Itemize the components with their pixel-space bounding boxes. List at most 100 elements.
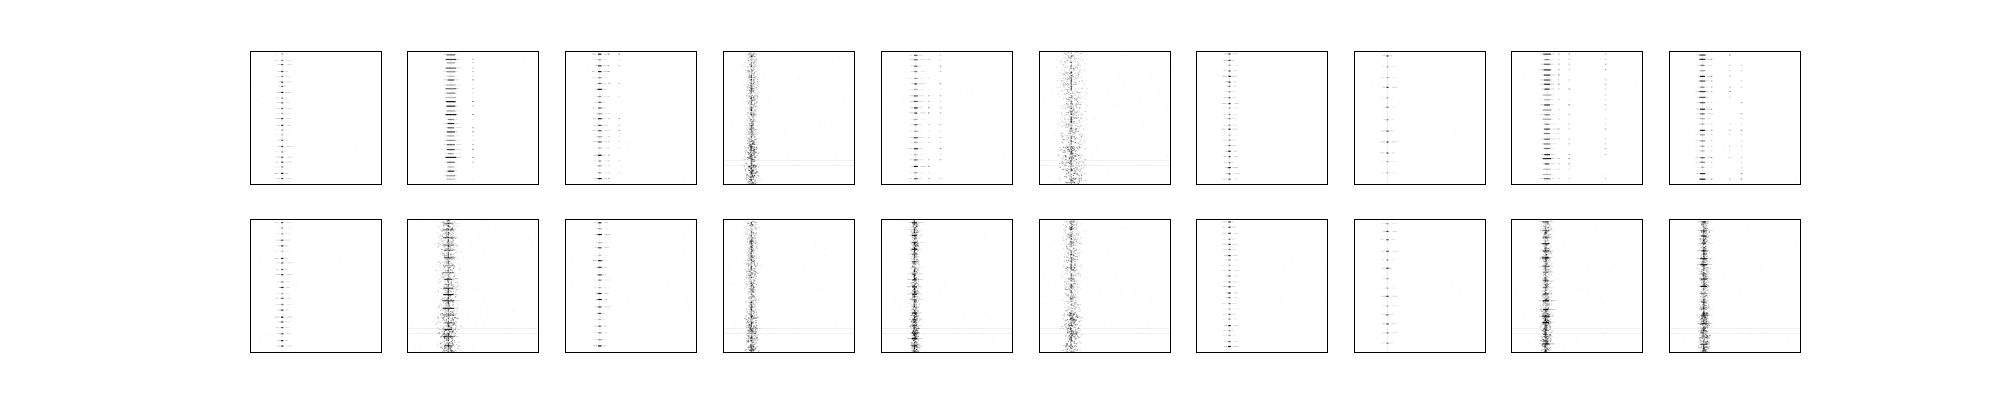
smear-pixel (447, 308, 450, 310)
smear-pixel (745, 179, 747, 181)
smear-pixel (751, 89, 753, 91)
smear-pixel (747, 147, 750, 149)
line-mark (284, 166, 288, 168)
noise-pixel (1235, 146, 1237, 148)
line-mark (446, 54, 456, 56)
smear-pixel (451, 327, 453, 329)
smear-pixel (751, 95, 753, 97)
smear-pixel (751, 146, 754, 148)
smear-pixel (441, 249, 444, 251)
core-pixel (1070, 146, 1072, 148)
line-mark (914, 124, 918, 126)
smear-pixel (1076, 161, 1078, 163)
smear-pixel (1067, 94, 1069, 95)
core-pixel (1070, 72, 1072, 74)
smear-pixel (1074, 122, 1076, 124)
smear-pixel (442, 255, 444, 256)
smear-pixel (749, 180, 751, 182)
noise-pixel (507, 301, 509, 302)
smear-pixel (1069, 150, 1071, 152)
smear-pixel (754, 147, 756, 149)
smear-pixel (448, 260, 451, 262)
smear-pixel (750, 52, 752, 54)
smear-pixel (450, 346, 452, 348)
noise-pixel (410, 250, 412, 252)
smear-pixel (451, 227, 453, 229)
side-mark (618, 118, 621, 120)
smear-pixel (750, 74, 753, 76)
line-mark (1233, 85, 1237, 87)
smear-pixel (1064, 79, 1066, 81)
smear-pixel (750, 140, 753, 142)
smear-pixel (1066, 111, 1068, 113)
noise-pixel (1072, 165, 1074, 167)
smear-pixel (749, 139, 751, 141)
smear-pixel (448, 334, 451, 336)
smear-pixel (752, 83, 754, 85)
noise-pixel (1269, 119, 1271, 121)
smear-pixel (452, 268, 455, 270)
smear-pixel (446, 221, 448, 223)
noise-pixel (818, 145, 820, 147)
line-mark (442, 307, 455, 309)
smear-pixel (449, 241, 451, 243)
noise-pixel (1096, 149, 1098, 151)
smear-pixel (455, 278, 457, 279)
core-pixel (750, 96, 752, 98)
smear-pixel (445, 229, 448, 231)
noise-pixel (1098, 157, 1100, 158)
smear-pixel (439, 245, 441, 247)
line-mark (1543, 143, 1551, 145)
smear-pixel (753, 149, 755, 151)
line-mark (452, 101, 457, 102)
line-mark (1543, 178, 1551, 180)
smear-pixel (436, 261, 438, 263)
noise-pixel (633, 306, 634, 307)
column-trace (1546, 52, 1548, 184)
smear-pixel (445, 231, 447, 233)
smear-pixel (440, 282, 442, 284)
smear-pixel (1077, 143, 1080, 144)
smear-pixel (1079, 53, 1082, 55)
noise-pixel (278, 155, 280, 157)
noise-pixel (1090, 152, 1092, 154)
smear-pixel (449, 273, 451, 275)
smear-pixel (754, 182, 756, 184)
noise-pixel (1071, 148, 1073, 150)
side-mark (1604, 83, 1607, 85)
smear-pixel (1060, 166, 1062, 168)
smear-pixel (751, 70, 754, 72)
smear-pixel (749, 76, 751, 78)
smear-pixel (752, 97, 754, 99)
core-pixel (750, 62, 752, 64)
noise-pixel (255, 80, 257, 82)
smear-pixel (1080, 97, 1082, 99)
side-mark (472, 75, 474, 77)
noise-pixel (726, 337, 728, 339)
smear-pixel (1078, 155, 1080, 157)
smear-pixel (753, 104, 755, 106)
smear-pixel (1075, 106, 1078, 108)
core-pixel (1070, 128, 1072, 130)
line-mark (1696, 108, 1700, 110)
side-mark (1604, 138, 1607, 140)
smear-pixel (750, 64, 752, 66)
line-mark (281, 112, 284, 115)
smear-pixel (747, 93, 749, 95)
smear-pixel (447, 274, 449, 276)
smear-pixel (749, 56, 751, 58)
line-mark (447, 118, 454, 121)
noise-pixel (1219, 71, 1221, 73)
smear-pixel (752, 165, 755, 167)
smear-pixel (449, 246, 451, 248)
smear-pixel (452, 302, 454, 304)
smear-pixel (1060, 135, 1062, 136)
side-mark (618, 65, 621, 67)
noise-pixel (451, 305, 453, 307)
smear-pixel (442, 240, 444, 242)
smear-pixel (754, 292, 756, 294)
smear-pixel (747, 157, 749, 158)
noise-pixel (747, 229, 749, 230)
side-mark (1604, 109, 1607, 111)
smear-pixel (1060, 149, 1062, 150)
